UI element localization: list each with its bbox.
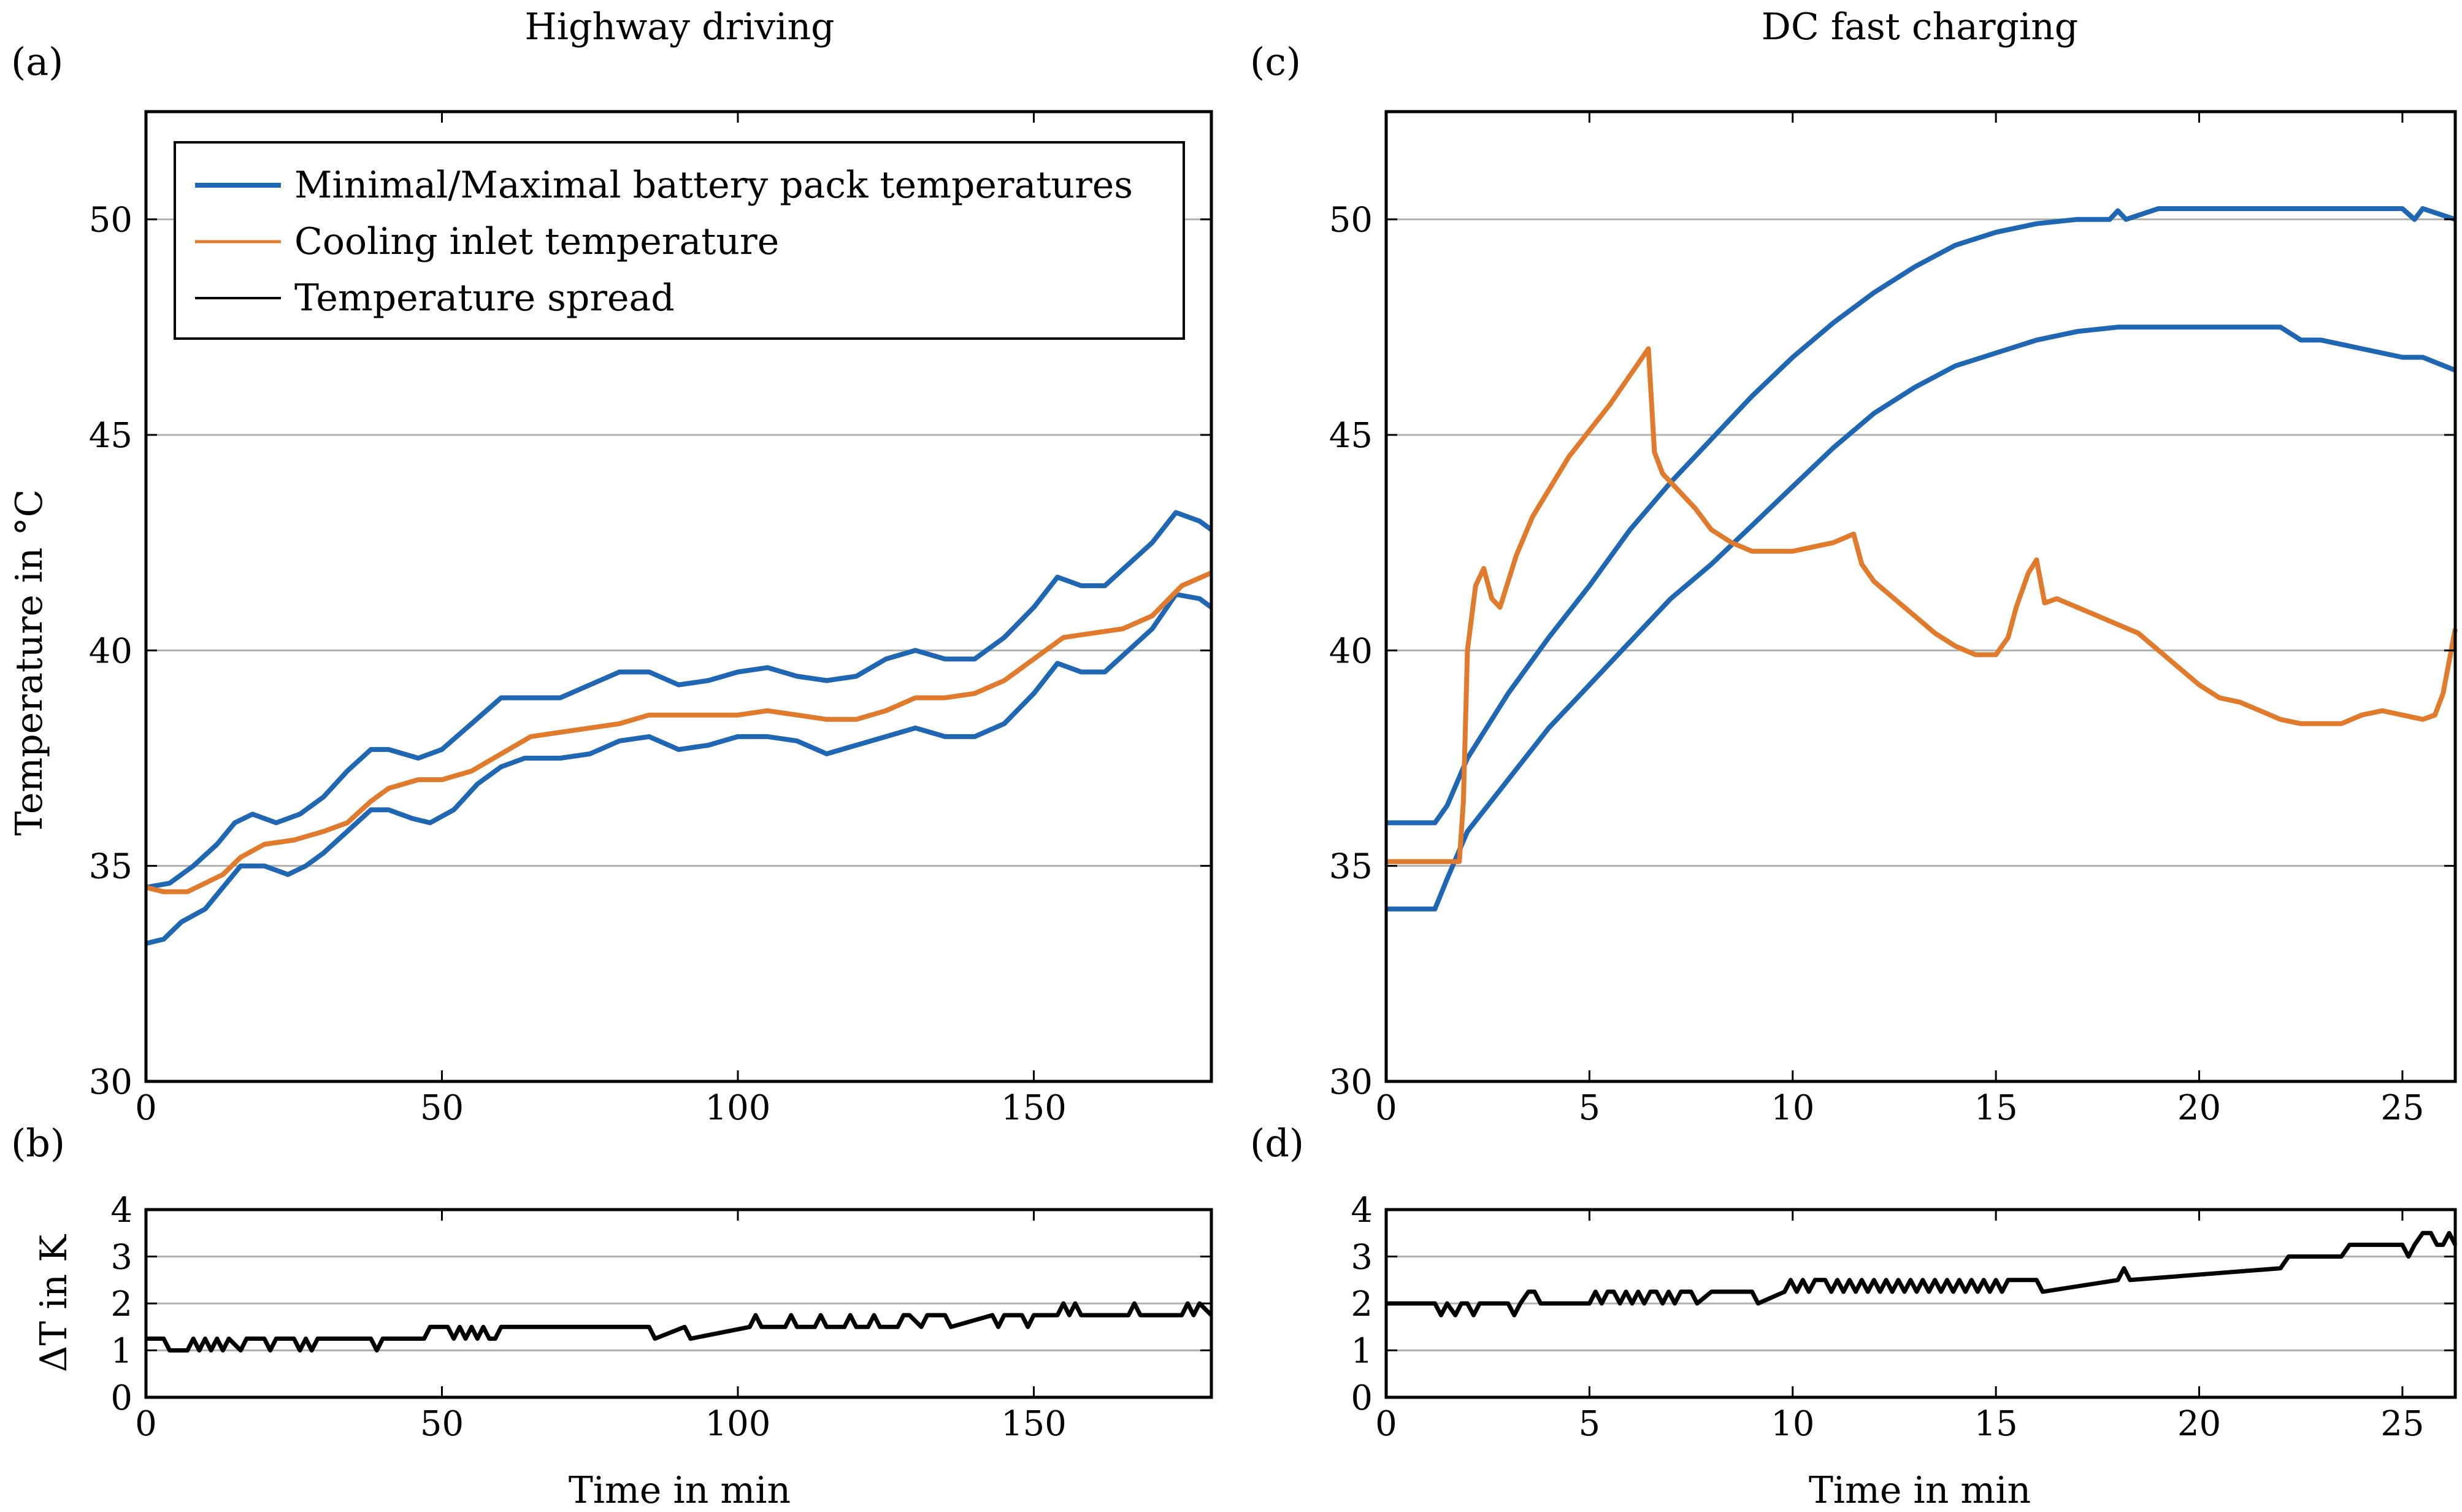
x-axis-label-right: Time in min [1809, 1469, 2031, 1512]
x-tick-label-a-50: 50 [420, 1088, 464, 1128]
y-tick-label-b-0: 0 [110, 1378, 132, 1418]
y-tick-label-c-45: 45 [1329, 416, 1373, 456]
x-tick-label-b-150: 150 [1001, 1404, 1067, 1444]
y-tick-label-c-30: 30 [1329, 1062, 1373, 1102]
y-tick-label-a-50: 50 [89, 201, 132, 240]
series-line-d-0 [1386, 1230, 2458, 1318]
legend-entry-spread: Temperature spread [294, 277, 675, 320]
x-tick-label-d-20: 20 [2177, 1404, 2221, 1444]
x-tick-label-c-15: 15 [1974, 1088, 2017, 1128]
y-axis-label-spread: ΔT in K [33, 1234, 75, 1372]
plot-area-c [1386, 112, 2455, 1081]
y-tick-label-d-1: 1 [1351, 1332, 1373, 1372]
x-tick-label-c-20: 20 [2177, 1088, 2221, 1128]
chart-title-highway: Highway driving [524, 6, 834, 48]
y-tick-label-b-4: 4 [110, 1191, 132, 1230]
x-tick-label-d-15: 15 [1974, 1404, 2017, 1444]
x-tick-label-b-50: 50 [420, 1404, 464, 1444]
series-line-a-0 [145, 510, 1213, 890]
x-tick-label-d-10: 10 [1771, 1404, 1814, 1444]
panel-label-d: (d) [1250, 1121, 1304, 1165]
y-tick-label-c-40: 40 [1329, 631, 1373, 671]
plot-frame-a [144, 110, 1213, 1083]
x-tick-label-c-0: 0 [1375, 1088, 1397, 1128]
x-tick-label-a-0: 0 [135, 1088, 157, 1128]
x-tick-label-b-0: 0 [135, 1404, 157, 1444]
y-tick-label-d-0: 0 [1351, 1378, 1373, 1418]
y-tick-label-b-2: 2 [110, 1284, 132, 1324]
x-tick-label-c-5: 5 [1579, 1088, 1601, 1128]
panel-label-a: (a) [11, 39, 63, 84]
chart-title-dc-charging: DC fast charging [1762, 6, 2078, 48]
x-tick-label-d-5: 5 [1579, 1404, 1601, 1444]
y-tick-label-c-50: 50 [1329, 201, 1373, 240]
y-tick-label-a-30: 30 [89, 1062, 132, 1102]
x-tick-label-d-0: 0 [1375, 1404, 1397, 1444]
series-line-c-0 [1386, 206, 2456, 826]
legend: Minimal/Maximal battery pack temperature… [174, 141, 1185, 340]
y-tick-label-a-35: 35 [89, 847, 132, 887]
series-line-a-1 [145, 592, 1213, 946]
legend-box [174, 141, 1185, 340]
y-tick-label-b-3: 3 [110, 1238, 132, 1278]
x-tick-label-c-10: 10 [1771, 1088, 1814, 1128]
y-tick-label-a-40: 40 [89, 631, 132, 671]
x-tick-label-d-25: 25 [2380, 1404, 2424, 1444]
series-line-a-2 [145, 570, 1213, 894]
plot-c: 0 5 10 15 20 25 30 35 40 45 50 [1329, 110, 2458, 1128]
x-tick-label-a-100: 100 [705, 1088, 771, 1128]
y-tick-label-a-45: 45 [89, 416, 132, 456]
y-tick-label-d-4: 4 [1351, 1191, 1373, 1230]
x-axis-label-left: Time in min [569, 1469, 791, 1512]
panel-label-c: (c) [1250, 39, 1301, 84]
x-tick-label-a-150: 150 [1001, 1088, 1067, 1128]
y-axis-label-temperature: Temperature in °C [8, 489, 51, 836]
series-line-c-2 [1386, 346, 2458, 864]
series-line-c-1 [1386, 324, 2456, 911]
x-tick-label-c-25: 25 [2380, 1088, 2424, 1128]
y-tick-label-d-2: 2 [1351, 1284, 1373, 1324]
series-line-b-0 [146, 1301, 1213, 1353]
legend-entry-cooling: Cooling inlet temperature [294, 220, 779, 263]
y-tick-label-b-1: 1 [110, 1332, 132, 1372]
y-tick-label-c-35: 35 [1329, 847, 1373, 887]
y-tick-label-d-3: 3 [1351, 1238, 1373, 1278]
panel-label-b: (b) [11, 1121, 65, 1165]
x-tick-label-b-100: 100 [705, 1404, 771, 1444]
plot-frame-c [1384, 110, 2457, 1083]
legend-entry-battery: Minimal/Maximal battery pack temperature… [294, 164, 1133, 207]
